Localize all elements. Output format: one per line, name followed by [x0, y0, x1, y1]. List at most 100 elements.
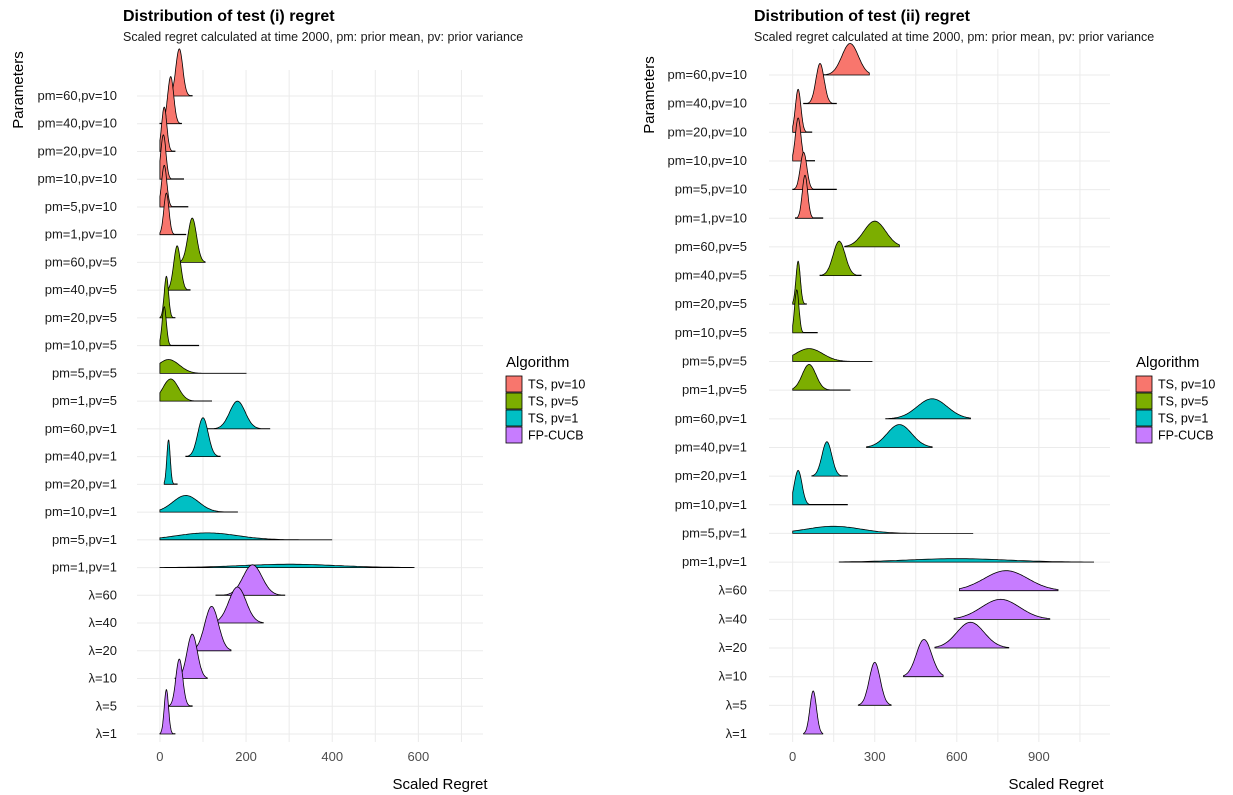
y-tick-label: pm=5,pv=10 — [675, 182, 747, 197]
y-tick-label: pm=5,pv=5 — [682, 354, 747, 369]
density-ridge — [792, 363, 851, 391]
density-ridge — [819, 240, 862, 276]
legend-label: TS, pv=1 — [1158, 412, 1208, 426]
legend-swatch — [505, 392, 523, 410]
y-tick-label: λ=10 — [718, 669, 747, 684]
density-ridge — [838, 558, 1094, 563]
x-tick-label: 400 — [321, 749, 343, 764]
density-ridge — [953, 598, 1051, 620]
y-tick-label: pm=1,pv=5 — [52, 393, 117, 408]
legend-swatch — [1135, 409, 1153, 427]
y-tick-label: pm=40,pv=5 — [675, 268, 747, 283]
density-ridge — [163, 439, 178, 485]
y-tick-label: pm=1,pv=10 — [675, 210, 747, 225]
y-tick-labels: λ=1 λ=5 λ=10 λ=20 λ=40 λ=60 pm=1,pv=1 pm=5,pv=1… — [37, 88, 117, 741]
density-ridge — [792, 289, 818, 334]
density-ridge — [159, 563, 415, 568]
ridges — [792, 43, 1094, 735]
x-tick-label: 300 — [864, 749, 886, 764]
density-ridge — [159, 164, 189, 208]
density-ridge — [792, 348, 873, 362]
y-tick-label: λ=1 — [726, 726, 747, 741]
legend-swatch — [505, 409, 523, 427]
legend-test-ii: Algorithm TS, pv=10 TS, pv=5 TS, pv=1 FP-CU… — [1135, 354, 1215, 444]
y-tick-label: pm=40,pv=10 — [37, 116, 117, 131]
chart-subtitle: Scaled regret calculated at time 2000, p… — [754, 30, 1154, 44]
legend-swatch — [1135, 392, 1153, 410]
density-ridge — [803, 63, 837, 105]
y-tick-label: pm=10,pv=10 — [37, 171, 117, 186]
y-tick-label: λ=20 — [718, 640, 747, 655]
y-tick-label: λ=5 — [96, 698, 117, 713]
density-ridge — [885, 398, 971, 420]
grid — [137, 70, 483, 742]
density-ridge — [206, 400, 271, 430]
legend-label: TS, pv=1 — [528, 412, 578, 426]
x-tick-label: 600 — [408, 749, 430, 764]
density-ridge — [159, 134, 184, 180]
density-ridge — [166, 245, 191, 291]
y-tick-label: pm=1,pv=1 — [52, 560, 117, 575]
y-tick-label: pm=40,pv=5 — [45, 282, 117, 297]
density-ridge — [792, 525, 974, 534]
density-ridge — [159, 689, 176, 735]
chart-title: Distribution of test (i) regret — [123, 8, 335, 25]
y-tick-label: pm=40,pv=10 — [667, 96, 747, 111]
y-tick-label: pm=60,pv=5 — [45, 254, 117, 269]
y-tick-label: pm=10,pv=5 — [45, 338, 117, 353]
y-axis-title: Parameters — [641, 56, 658, 134]
x-tick-label: 0 — [156, 749, 163, 764]
density-ridge — [159, 532, 333, 541]
y-tick-label: λ=40 — [718, 611, 747, 626]
legend-label: TS, pv=5 — [528, 395, 578, 409]
density-ridge — [792, 88, 813, 133]
y-tick-label: pm=20,pv=5 — [675, 296, 747, 311]
y-tick-label: λ=20 — [88, 643, 117, 658]
y-tick-label: pm=5,pv=10 — [45, 199, 117, 214]
legend-swatch — [505, 426, 523, 444]
y-tick-label: pm=10,pv=5 — [675, 325, 747, 340]
density-ridge — [844, 220, 900, 248]
x-tick-label: 600 — [946, 749, 968, 764]
density-ridge — [215, 564, 286, 596]
y-tick-label: λ=1 — [96, 726, 117, 741]
y-tick-label: λ=60 — [88, 587, 117, 602]
x-tick-labels: 0 300 600 900 — [789, 749, 1050, 764]
y-tick-label: pm=20,pv=1 — [675, 468, 747, 483]
density-ridge — [795, 174, 824, 219]
legend-label: TS, pv=10 — [528, 378, 585, 392]
y-tick-label: pm=20,pv=1 — [45, 476, 117, 491]
density-ridge — [803, 690, 824, 735]
y-tick-label: pm=60,pv=5 — [675, 239, 747, 254]
chart-panel-test-ii: Distribution of test (ii) regret Scaled … — [641, 8, 1154, 793]
legend-title: Algorithm — [506, 354, 569, 371]
density-ridge — [792, 260, 807, 305]
x-tick-label: 900 — [1028, 749, 1050, 764]
y-tick-label: pm=60,pv=1 — [45, 421, 117, 436]
density-ridge — [857, 661, 892, 706]
density-ridge — [159, 378, 212, 402]
x-tick-label: 0 — [789, 749, 796, 764]
y-tick-label: λ=10 — [88, 671, 117, 686]
y-tick-label: pm=20,pv=5 — [45, 310, 117, 325]
y-tick-label: pm=60,pv=10 — [37, 88, 117, 103]
legend-swatch — [1135, 426, 1153, 444]
x-tick-label: 200 — [235, 749, 257, 764]
y-tick-label: λ=5 — [726, 697, 747, 712]
legend-label: TS, pv=10 — [1158, 378, 1215, 392]
y-tick-label: pm=5,pv=1 — [52, 532, 117, 547]
chart-title: Distribution of test (ii) regret — [754, 8, 971, 25]
y-tick-label: pm=40,pv=1 — [45, 449, 117, 464]
y-axis-title: Parameters — [10, 51, 27, 129]
density-ridge — [866, 424, 933, 448]
density-ridge — [159, 305, 200, 347]
grid — [769, 49, 1110, 742]
y-tick-label: pm=5,pv=5 — [52, 365, 117, 380]
legend-swatch — [1135, 375, 1153, 393]
ridges — [159, 48, 415, 735]
density-ridge — [168, 658, 193, 707]
density-ridge — [159, 494, 238, 513]
y-tick-label: pm=20,pv=10 — [37, 143, 117, 158]
chart-panel-test-i: Distribution of test (i) regret Scaled r… — [10, 8, 523, 793]
y-tick-label: pm=10,pv=10 — [667, 153, 747, 168]
